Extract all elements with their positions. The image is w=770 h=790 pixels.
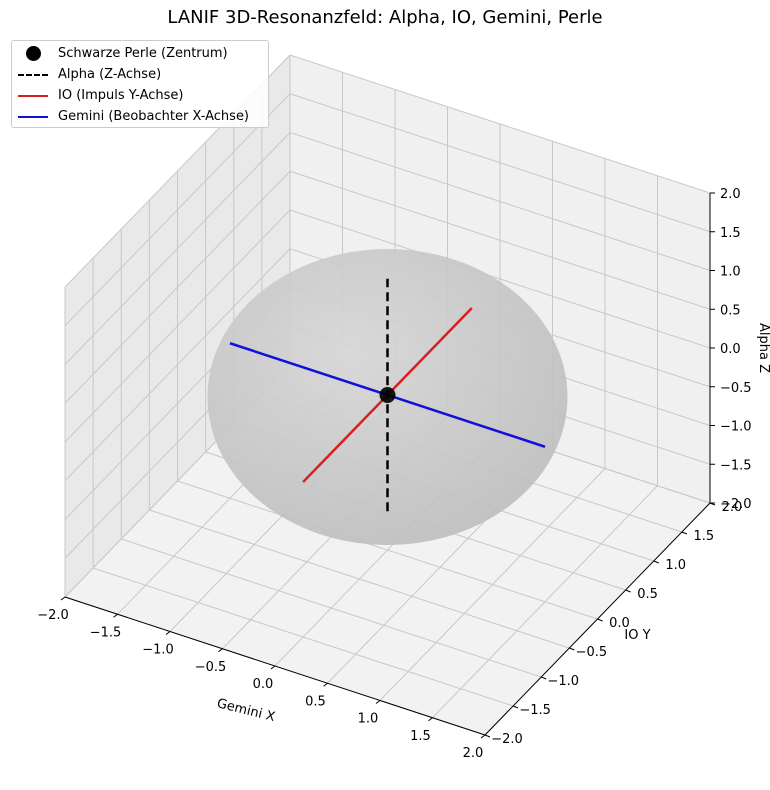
x-tick bbox=[428, 717, 433, 722]
x-tick bbox=[218, 648, 223, 653]
z-tick-label: −2.0 bbox=[720, 497, 752, 512]
grid-left-z bbox=[64, 170, 291, 404]
z-tick-label: −1.5 bbox=[720, 458, 752, 473]
y-tick bbox=[597, 618, 603, 622]
y-tick bbox=[709, 502, 716, 506]
tick-labels: −2.0 −2.0 −2.0 −1.5 −1.5 −1.5 −1.0 −1.0 −1.0 −0.5… bbox=[37, 187, 751, 761]
legend-label-alpha: Alpha (Z-Achse) bbox=[58, 67, 162, 82]
grid-back-z bbox=[289, 54, 711, 194]
z-tick-label: 2.0 bbox=[720, 187, 741, 202]
y-tick bbox=[569, 647, 575, 651]
grid-floor-x bbox=[432, 485, 658, 719]
grid-floor-x bbox=[379, 468, 606, 701]
legend-label-perle: Schwarze Perle (Zentrum) bbox=[58, 46, 228, 61]
x-tick-label: 1.5 bbox=[410, 729, 431, 744]
y-axis-label: IO Y bbox=[624, 628, 650, 643]
y-tick bbox=[512, 705, 519, 709]
z-tick-label: −0.5 bbox=[720, 381, 752, 396]
x-tick bbox=[375, 700, 381, 704]
y-tick-label: 1.5 bbox=[694, 529, 715, 544]
y-tick bbox=[484, 734, 491, 738]
y-tick bbox=[681, 531, 688, 535]
x-tick-label: 1.0 bbox=[358, 712, 379, 727]
grid-left-z bbox=[64, 209, 291, 443]
z-tick-label: 1.0 bbox=[720, 265, 741, 280]
x-tick-label: −0.5 bbox=[195, 660, 227, 675]
z-tick-label: −1.0 bbox=[720, 420, 752, 435]
x-tick-label: −1.0 bbox=[142, 643, 174, 658]
legend-item-io: IO (Impuls Y-Achse) bbox=[18, 85, 262, 106]
legend-item-perle: Schwarze Perle (Zentrum) bbox=[18, 43, 262, 64]
y-tick-label: 2.0 bbox=[722, 500, 743, 515]
x-tick-label: −2.0 bbox=[37, 608, 69, 623]
y-tick-label: −1.0 bbox=[547, 674, 579, 689]
x-tick bbox=[270, 665, 276, 670]
x-tick bbox=[60, 596, 66, 601]
x-tick bbox=[480, 734, 486, 739]
legend-item-alpha: Alpha (Z-Achse) bbox=[18, 64, 262, 85]
legend: Schwarze Perle (Zentrum) Alpha (Z-Achse)… bbox=[11, 40, 269, 128]
grid-back-z bbox=[289, 93, 711, 233]
y-tick bbox=[541, 676, 547, 680]
y-tick-label: −0.5 bbox=[576, 645, 608, 660]
grid-left-z bbox=[64, 93, 291, 327]
grid-floor-y bbox=[177, 480, 598, 620]
x-tick-label: −1.5 bbox=[90, 625, 122, 640]
series-point-0 bbox=[379, 387, 396, 403]
legend-marker-icon bbox=[18, 46, 48, 61]
legend-blue-line-icon bbox=[18, 110, 48, 124]
y-tick-label: 0.5 bbox=[637, 587, 658, 602]
z-tick-label: 0.5 bbox=[720, 303, 741, 318]
grid-left-z bbox=[64, 132, 291, 365]
z-tick-label: 0.0 bbox=[720, 342, 741, 357]
x-tick bbox=[113, 613, 118, 618]
x-axis-label: Gemini X bbox=[215, 696, 276, 725]
chart-title: LANIF 3D-Resonanzfeld: Alpha, IO, Gemini… bbox=[167, 7, 603, 28]
grid-back-z bbox=[289, 209, 711, 349]
legend-label-gemini: Gemini (Beobachter X-Achse) bbox=[58, 109, 250, 124]
grid-back-z bbox=[289, 170, 711, 310]
y-tick-label: 0.0 bbox=[609, 616, 630, 631]
legend-label-io: IO (Impuls Y-Achse) bbox=[58, 88, 184, 103]
z-axis-label: Alpha Z bbox=[756, 323, 770, 373]
y-tick bbox=[625, 589, 631, 593]
x-tick-label: 2.0 bbox=[463, 746, 484, 761]
x-tick-label: 0.5 bbox=[305, 694, 326, 709]
y-tick-label: −2.0 bbox=[491, 732, 523, 747]
y-tick-label: −1.5 bbox=[519, 703, 551, 718]
x-tick-label: 0.0 bbox=[253, 677, 274, 692]
grid-back-z bbox=[289, 132, 711, 271]
legend-red-line-icon bbox=[18, 89, 48, 103]
x-tick bbox=[165, 631, 171, 635]
legend-dashed-line-icon bbox=[18, 68, 48, 82]
y-tick bbox=[653, 560, 659, 564]
y-tick-label: 1.0 bbox=[665, 558, 686, 573]
legend-item-gemini: Gemini (Beobachter X-Achse) bbox=[18, 106, 262, 127]
z-tick-label: 1.5 bbox=[720, 226, 741, 241]
x-tick bbox=[323, 682, 328, 687]
